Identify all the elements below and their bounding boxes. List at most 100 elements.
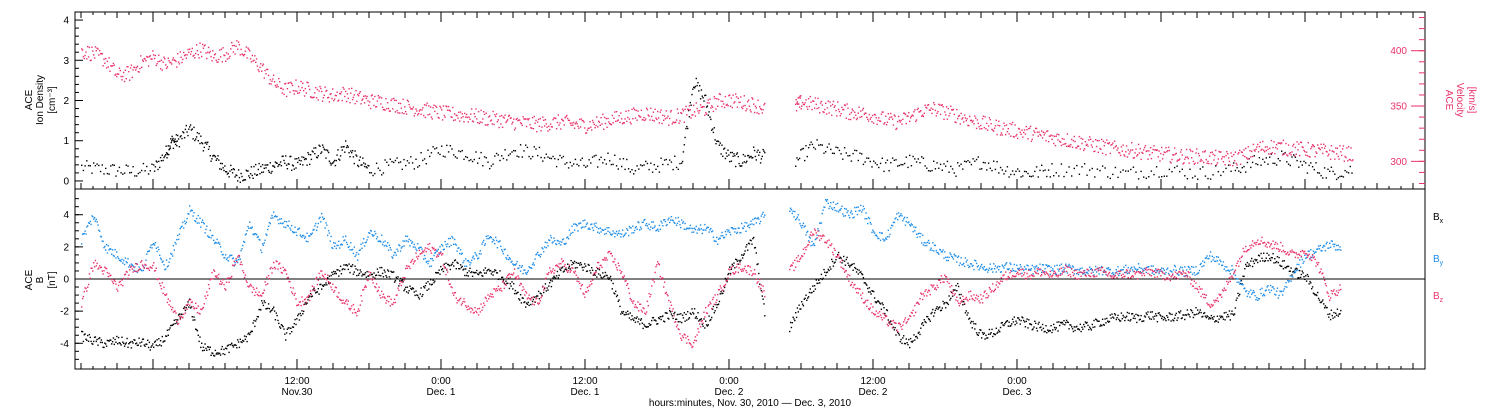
ion-density-series-point bbox=[110, 165, 111, 166]
velocity-series-point bbox=[540, 130, 541, 131]
velocity-series-point bbox=[422, 107, 423, 108]
velocity-series-point bbox=[865, 113, 866, 114]
ion-density-series-point bbox=[837, 147, 838, 148]
ion-density-series-point bbox=[1026, 171, 1027, 172]
velocity-series-point bbox=[722, 101, 723, 102]
by-series-point bbox=[280, 223, 281, 224]
velocity-series-point bbox=[367, 100, 368, 101]
ion-density-series-point bbox=[664, 159, 665, 160]
bx-series-point bbox=[347, 265, 348, 266]
bx-series-point bbox=[466, 275, 467, 276]
velocity-series-point bbox=[559, 122, 560, 123]
by-series-point bbox=[603, 230, 604, 231]
velocity-series-point bbox=[646, 108, 647, 109]
bx-series-point bbox=[1136, 322, 1137, 323]
bx-series-point bbox=[597, 268, 598, 269]
bx-series-point bbox=[973, 323, 974, 324]
by-series-point bbox=[725, 231, 726, 232]
velocity-series-point bbox=[349, 102, 350, 103]
bx-series-point bbox=[1194, 314, 1195, 315]
bx-series-point bbox=[539, 298, 540, 299]
by-series-point bbox=[721, 232, 722, 233]
bx-series-point bbox=[1338, 315, 1339, 316]
bx-series-point bbox=[686, 319, 687, 320]
ion-density-series-point bbox=[974, 161, 975, 162]
by-series-point bbox=[501, 249, 502, 250]
ion-density-series-point bbox=[708, 111, 709, 112]
bx-series-point bbox=[499, 270, 500, 271]
velocity-series-point bbox=[324, 87, 325, 88]
velocity-series-point bbox=[484, 114, 485, 115]
ion-density-series-point bbox=[681, 163, 682, 164]
by-series-point bbox=[516, 261, 517, 262]
ion-density-series-point bbox=[738, 163, 739, 164]
by-series-point bbox=[413, 246, 414, 247]
velocity-series-point bbox=[1197, 162, 1198, 163]
bx-series-point bbox=[528, 302, 529, 303]
velocity-series-point bbox=[560, 128, 561, 129]
by-series-point bbox=[224, 257, 225, 258]
ion-density-series-point bbox=[1130, 169, 1131, 170]
velocity-series-point bbox=[542, 116, 543, 117]
velocity-series-point bbox=[269, 83, 270, 84]
by-series-point bbox=[465, 258, 466, 259]
by-series-point bbox=[206, 226, 207, 227]
bx-series-point bbox=[396, 277, 397, 278]
velocity-series-point bbox=[980, 125, 981, 126]
ion-density-series-point bbox=[173, 148, 174, 149]
bx-series-point bbox=[296, 318, 297, 319]
velocity-series-point bbox=[705, 112, 706, 113]
bx-series-point bbox=[460, 264, 461, 265]
velocity-series-point bbox=[902, 119, 903, 120]
ion-density-series-point bbox=[1022, 175, 1023, 176]
bx-series-point bbox=[272, 308, 273, 309]
ion-density-series-point bbox=[720, 153, 721, 154]
bx-series-point bbox=[942, 307, 943, 308]
velocity-series-point bbox=[1347, 160, 1348, 161]
ion-density-series-point bbox=[714, 139, 715, 140]
by-series-point bbox=[677, 223, 678, 224]
by-series-point bbox=[737, 232, 738, 233]
bx-series-point bbox=[1042, 324, 1043, 325]
bx-series-point bbox=[300, 315, 301, 316]
ion-density-series-point bbox=[861, 153, 862, 154]
velocity-series-point bbox=[831, 115, 832, 116]
ion-density-series-point bbox=[1336, 179, 1337, 180]
velocity-series-point bbox=[905, 114, 906, 115]
velocity-series-point bbox=[1087, 145, 1088, 146]
velocity-series-point bbox=[1001, 132, 1002, 133]
velocity-series-point bbox=[275, 85, 276, 86]
by-series-point bbox=[405, 236, 406, 237]
velocity-series-point bbox=[167, 66, 168, 67]
bx-series-point bbox=[916, 336, 917, 337]
bx-series-point bbox=[858, 273, 859, 274]
by-series-point bbox=[591, 223, 592, 224]
velocity-series-point bbox=[1212, 152, 1213, 153]
bx-series-point bbox=[1046, 332, 1047, 333]
velocity-series-point bbox=[155, 55, 156, 56]
ion-density-series-point bbox=[1281, 151, 1282, 152]
ion-density-series-point bbox=[978, 156, 979, 157]
velocity-series-point bbox=[1134, 157, 1135, 158]
bx-series-point bbox=[581, 264, 582, 265]
ion-density-series-point bbox=[1182, 169, 1183, 170]
bx-series-point bbox=[1140, 319, 1141, 320]
bx-series-point bbox=[662, 315, 663, 316]
bx-series-point bbox=[903, 335, 904, 336]
velocity-series-point bbox=[727, 105, 728, 106]
bx-series-point bbox=[738, 260, 739, 261]
bx-series-point bbox=[1207, 316, 1208, 317]
by-series-point bbox=[225, 254, 226, 255]
bx-series-point bbox=[814, 285, 815, 286]
ion-density-series-point bbox=[726, 152, 727, 153]
by-series-point bbox=[567, 236, 568, 237]
bx-series-point bbox=[703, 318, 704, 319]
ion-density-series-point bbox=[313, 147, 314, 148]
velocity-series-point bbox=[1232, 165, 1233, 166]
velocity-series-point bbox=[152, 50, 153, 51]
bx-series-point bbox=[376, 275, 377, 276]
by-series-point bbox=[653, 221, 654, 222]
bx-series-point bbox=[276, 312, 277, 313]
bx-series-point bbox=[1328, 317, 1329, 318]
bx-series-point bbox=[1248, 266, 1249, 267]
